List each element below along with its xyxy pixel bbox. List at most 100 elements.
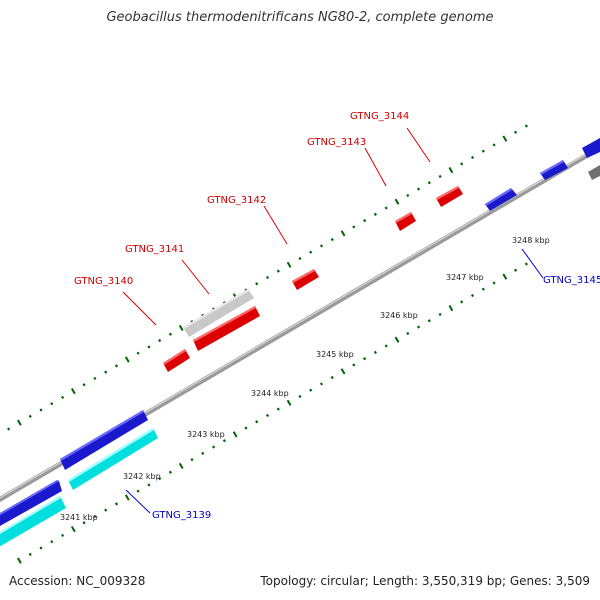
tick-mark: [514, 130, 518, 134]
tick-mark: [309, 388, 313, 392]
tick-mark: [104, 370, 108, 374]
tick-mark: [384, 344, 388, 348]
rna-feature[interactable]: [0, 496, 66, 558]
tick-mark: [276, 407, 280, 411]
tick-mark: [319, 244, 324, 248]
gene-feature[interactable]: [395, 212, 416, 231]
tick-mark: [470, 155, 475, 160]
tick-mark: [340, 368, 346, 375]
tick-mark: [178, 324, 184, 332]
label-callouts: [122, 127, 544, 514]
tick-mark: [104, 508, 108, 512]
tick-mark: [448, 167, 454, 174]
tick-mark: [7, 427, 11, 431]
tick-mark: [448, 305, 454, 312]
genome-summary: Topology: circular; Length: 3,550,319 bp…: [260, 574, 590, 588]
tick-mark: [470, 293, 475, 298]
rna-feature[interactable]: [68, 428, 158, 490]
kbp-label: 3248 kbp: [512, 236, 550, 245]
tick-mark: [492, 143, 496, 147]
tick-mark: [352, 225, 356, 229]
tick-mark: [330, 237, 334, 242]
tick-mark: [136, 489, 140, 493]
tick-mark: [481, 287, 485, 291]
tick-mark: [373, 212, 377, 216]
tick-mark: [82, 383, 86, 387]
tick-mark: [373, 350, 377, 354]
tick-mark: [158, 338, 162, 343]
gene-label: GTNG_3141: [125, 244, 184, 255]
gene-feature[interactable]: [60, 410, 148, 470]
tick-mark: [427, 181, 431, 185]
tick-mark: [212, 445, 216, 449]
gene-feature[interactable]: [0, 480, 62, 538]
tick-mark: [178, 462, 184, 470]
tick-mark: [394, 198, 400, 205]
tick-mark: [481, 149, 485, 153]
tick-mark: [93, 376, 97, 381]
tick-mark: [492, 281, 496, 285]
tick-mark: [39, 408, 43, 412]
tick-mark: [147, 345, 151, 349]
tick-mark: [276, 269, 280, 273]
tick-mark: [352, 363, 356, 367]
gene-label: GTNG_3145: [543, 275, 600, 286]
gene-label: GTNG_3139: [152, 510, 211, 521]
tick-mark: [502, 273, 508, 280]
tick-mark: [309, 250, 313, 254]
tick-mark: [524, 124, 528, 128]
tick-mark: [416, 187, 421, 191]
tick-mark: [17, 419, 22, 426]
tick-mark: [286, 399, 292, 406]
tick-mark: [406, 331, 410, 335]
tick-mark: [438, 174, 442, 179]
kbp-label: 3244 kbp: [251, 389, 289, 398]
tick-mark: [319, 382, 324, 386]
rna-features: [0, 428, 158, 558]
kbp-label: 3245 kbp: [316, 350, 354, 359]
tick-mark: [406, 193, 410, 197]
tick-mark: [124, 494, 130, 501]
tick-mark: [330, 375, 334, 380]
tick-mark: [244, 426, 248, 430]
kbp-label: 3242 kbp: [123, 472, 161, 481]
tick-mark: [460, 162, 464, 166]
gene-feature[interactable]: [163, 349, 190, 372]
tick-mark: [8, 566, 9, 568]
tick-mark: [286, 261, 292, 268]
tick-mark: [232, 431, 238, 438]
gene-feature[interactable]: [436, 186, 463, 207]
tick-mark: [39, 546, 43, 550]
gene-label: GTNG_3144: [350, 111, 409, 122]
gene-feature[interactable]: [582, 138, 600, 158]
tick-mark: [524, 262, 528, 266]
tick-mark: [93, 514, 97, 519]
accession-text: Accession: NC_009328: [9, 574, 146, 588]
gene-label: GTNG_3142: [207, 195, 266, 206]
gene-feature[interactable]: [193, 306, 260, 351]
tick-mark: [265, 413, 270, 418]
tick-mark: [265, 275, 270, 280]
tick-mark: [298, 394, 302, 399]
gene-feature[interactable]: [588, 165, 600, 180]
tick-mark: [298, 256, 302, 261]
tick-mark: [255, 420, 259, 424]
gene-feature[interactable]: [292, 269, 319, 290]
tick-mark: [136, 351, 140, 355]
tick-mark: [82, 521, 86, 525]
gene-feature[interactable]: [540, 160, 568, 180]
gene-label: GTNG_3143: [307, 137, 366, 148]
kbp-label: 3241 kbp: [60, 513, 98, 522]
map-title: Geobacillus thermodenitrificans NG80-2, …: [106, 10, 494, 25]
pseudogene-feature[interactable]: [183, 289, 254, 337]
tick-mark: [190, 458, 194, 462]
gene-feature[interactable]: [485, 188, 517, 211]
kbp-label: 3247 kbp: [446, 273, 484, 282]
tick-mark: [61, 533, 65, 537]
kbp-label: 3246 kbp: [380, 311, 418, 320]
tick-mark: [416, 325, 421, 329]
tick-mark: [340, 230, 346, 237]
tick-mark: [427, 319, 431, 323]
tick-mark: [168, 470, 172, 474]
